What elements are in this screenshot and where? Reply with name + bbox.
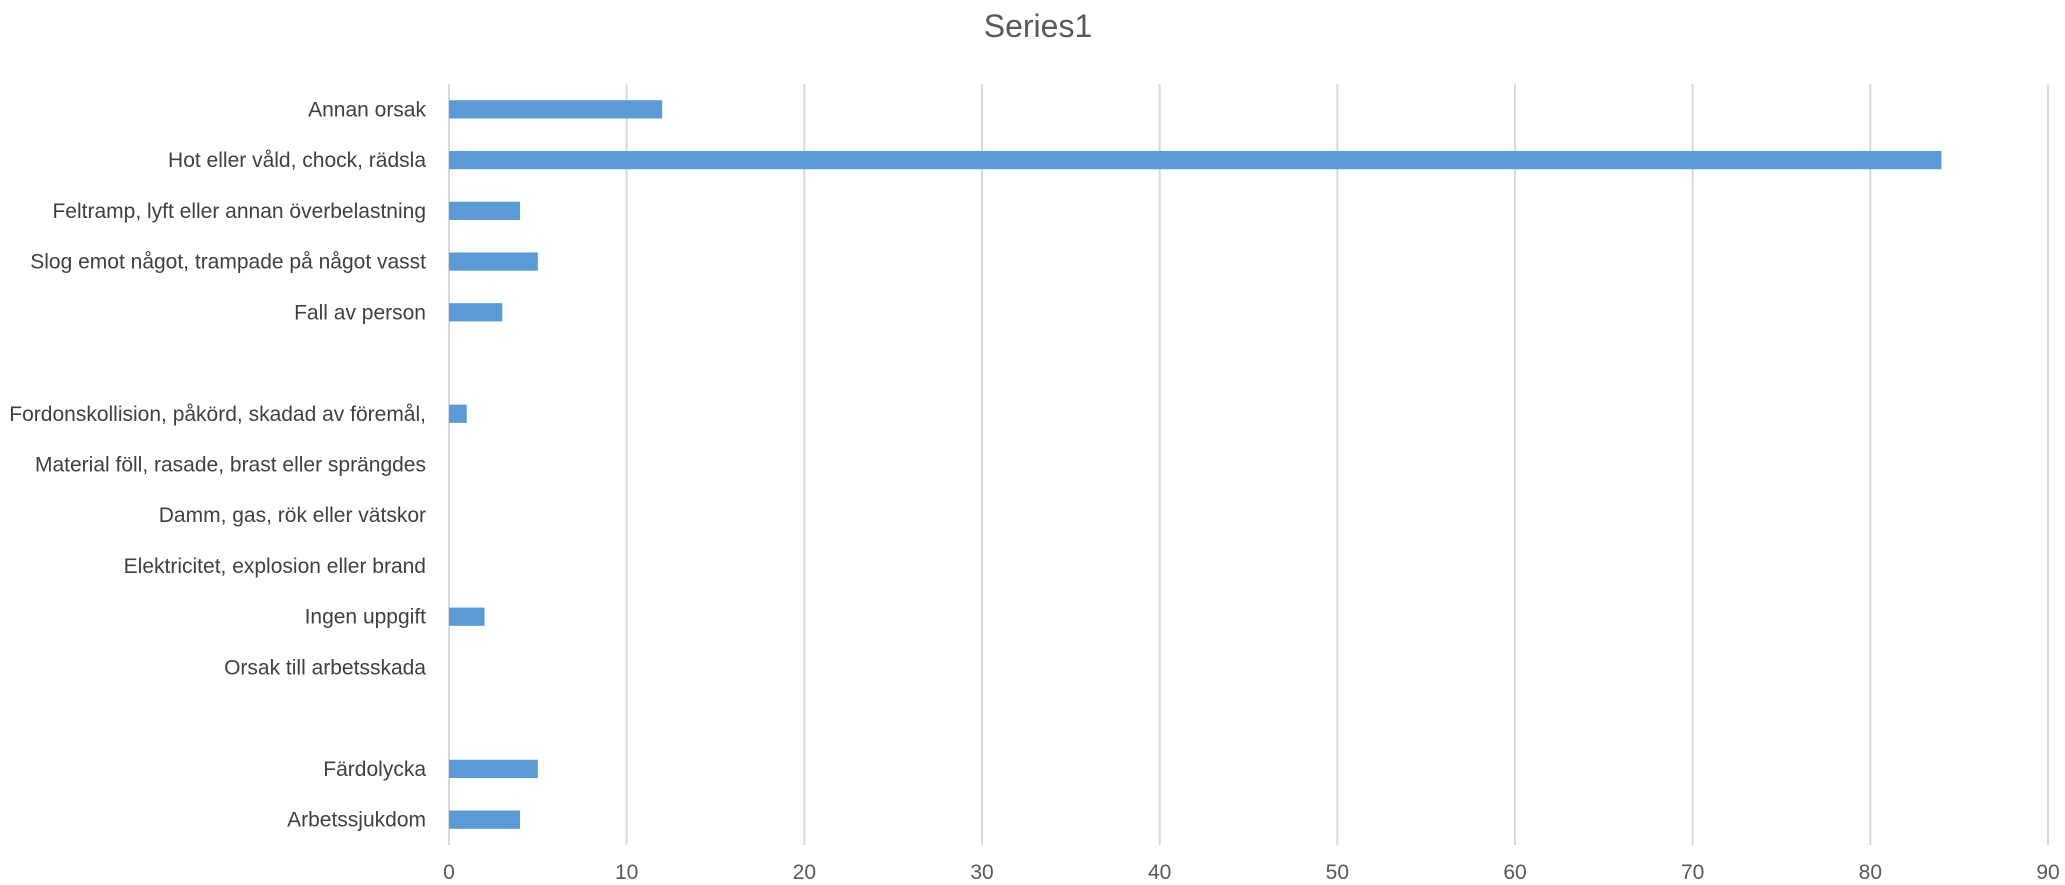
category-label: Färdolycka — [323, 758, 426, 781]
category-label: Ingen uppgift — [305, 606, 427, 629]
category-label: Fall av person — [294, 301, 426, 324]
category-label: Arbetssjukdom — [287, 809, 426, 832]
chart-title: Series1 — [984, 8, 1093, 44]
bar — [449, 404, 467, 423]
x-tick-label: 50 — [1326, 861, 1349, 884]
x-tick-label: 30 — [970, 861, 993, 884]
gridlines — [448, 84, 2049, 845]
bar — [449, 252, 538, 271]
bar — [449, 759, 538, 779]
category-label: Feltramp, lyft eller annan överbelastnin… — [52, 200, 426, 223]
x-tick-label: 70 — [1681, 861, 1704, 884]
category-label: Hot eller våld, chock, rädsla — [168, 149, 426, 172]
category-label: Orsak till arbetsskada — [224, 656, 426, 679]
x-tick-label: 60 — [1503, 861, 1526, 884]
bar — [449, 201, 521, 220]
x-tick-label: 20 — [793, 861, 816, 884]
bar — [449, 150, 1942, 170]
x-tick-label: 80 — [1859, 861, 1882, 884]
category-label: Material föll, rasade, brast eller sprän… — [35, 454, 426, 477]
category-label: Slog emot något, trampade på något vasst — [30, 251, 426, 274]
bar — [449, 100, 663, 119]
bar — [449, 303, 503, 322]
x-tick-label: 10 — [615, 861, 638, 884]
bar — [449, 810, 521, 829]
x-tick-label: 90 — [2036, 861, 2059, 884]
category-label: Damm, gas, rök eller vätskor — [159, 504, 426, 527]
category-label: Elektricitet, explosion eller brand — [124, 555, 426, 578]
x-tick-label: 0 — [443, 861, 455, 884]
category-label: Fordonskollision, påkörd, skadad av före… — [9, 403, 426, 426]
category-labels: Annan orsak Hot eller våld, chock, rädsla… — [9, 98, 426, 831]
bar — [449, 607, 485, 626]
x-tick-label: 40 — [1148, 861, 1171, 884]
bars — [449, 100, 1942, 829]
x-tick-labels: 0 10 20 30 40 50 60 70 80 90 — [443, 861, 2060, 884]
category-label: Annan orsak — [308, 98, 426, 121]
